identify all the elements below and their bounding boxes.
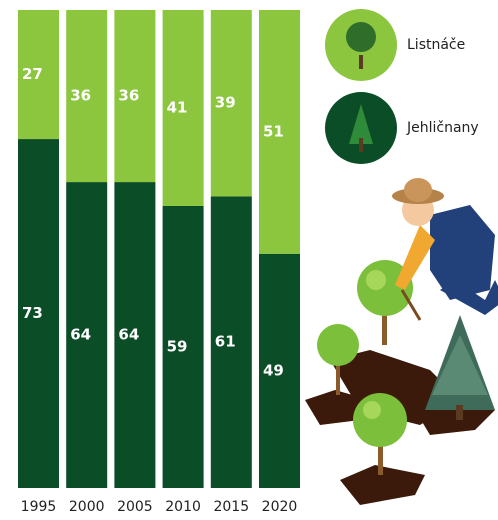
x-tick-label: 2010 — [165, 499, 201, 515]
legend-icon — [346, 22, 376, 52]
legend-label: Jehličnany — [406, 120, 479, 136]
value-label: 39 — [215, 94, 236, 112]
illustration — [305, 178, 498, 505]
value-label: 36 — [118, 87, 139, 105]
value-label: 64 — [70, 326, 91, 344]
x-tick-label: 2000 — [69, 499, 105, 515]
value-label: 64 — [118, 326, 139, 344]
value-label: 51 — [263, 122, 284, 140]
value-label: 73 — [22, 304, 43, 322]
value-label: 27 — [22, 65, 43, 83]
legend-icon — [359, 55, 363, 69]
value-label: 49 — [263, 361, 284, 379]
chart: 73 27 1995 64 36 2000 64 36 2005 59 41 2010 61 39 2015… — [0, 0, 498, 520]
x-tick-label: 2015 — [213, 499, 249, 515]
x-tick-label: 1995 — [21, 499, 57, 515]
value-label: 41 — [167, 98, 188, 116]
x-tick-label: 2020 — [262, 499, 298, 515]
x-tick-label: 2005 — [117, 499, 153, 515]
legend-label: Listnáče — [407, 37, 465, 53]
legend-icon — [359, 138, 363, 152]
value-label: 36 — [70, 87, 91, 105]
value-label: 61 — [215, 333, 236, 351]
value-label: 59 — [167, 337, 188, 355]
